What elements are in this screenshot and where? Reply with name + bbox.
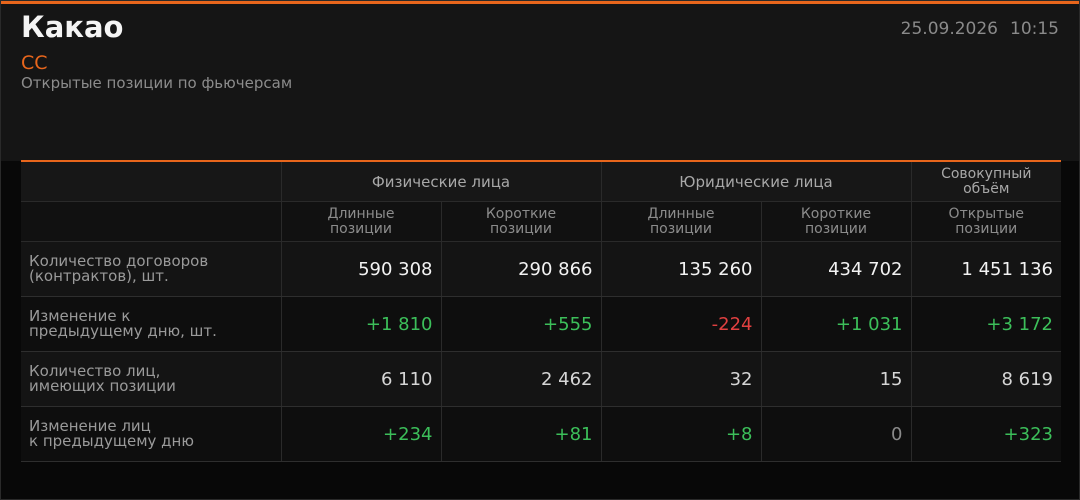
text-line: позиции [650, 220, 712, 237]
text-line: Короткие [800, 205, 872, 222]
text-line: позиции [330, 220, 392, 237]
column-header: Длинные позиции [281, 201, 442, 242]
data-row: Изменение к предыдущему дню, шт. +1 810 +55… [21, 296, 1061, 352]
text-line: к предыдущему дню [29, 432, 194, 450]
cell: 32 [601, 351, 762, 407]
cell: +1 810 [281, 296, 442, 352]
ticker-code: CC [21, 52, 48, 74]
data-row: Количество договоров (контрактов), шт. 590… [21, 241, 1061, 297]
text-line: Длинные [647, 205, 715, 222]
cell: +1 031 [761, 296, 912, 352]
column-header: Короткие позиции [761, 201, 912, 242]
cell: 135 260 [601, 241, 762, 297]
positions-table: Физические лица Юридические лица Совокупны… [21, 160, 1061, 462]
row-label: Количество договоров (контрактов), шт. [21, 241, 282, 297]
header: Какао CC Открытые позиции по фьючерсам 2… [1, 4, 1079, 161]
group-header: Физические лица [281, 161, 602, 202]
data-row: Количество лиц, имеющих позиции 6 110 2 462… [21, 351, 1061, 407]
text-line: позиции [805, 220, 867, 237]
text-line: Юридические лица [679, 172, 833, 191]
text-line: Открытые [948, 205, 1024, 222]
subtitle: Открытые позиции по фьючерсам [21, 74, 293, 92]
text-line: Короткие [485, 205, 557, 222]
group-header: Юридические лица [601, 161, 912, 202]
cell: 8 619 [911, 351, 1061, 407]
cell: 6 110 [281, 351, 442, 407]
column-header: Длинные позиции [601, 201, 762, 242]
text-line: Количество лиц, [29, 362, 161, 380]
time: 10:15 [1010, 19, 1059, 39]
corner-cell [21, 161, 282, 202]
cell: +8 [601, 406, 762, 462]
text-line: Совокупный [941, 165, 1032, 182]
cell: +555 [441, 296, 602, 352]
cell: 590 308 [281, 241, 442, 297]
text-line: (контрактов), шт. [29, 267, 169, 285]
text-line: Физические лица [371, 172, 511, 191]
text-line: Изменение к [29, 307, 131, 325]
cell: +323 [911, 406, 1061, 462]
row-label: Изменение к предыдущему дню, шт. [21, 296, 282, 352]
cell: 15 [761, 351, 912, 407]
group-header: Совокупный объём [911, 161, 1061, 202]
cell: 1 451 136 [911, 241, 1061, 297]
column-header: Открытые позиции [911, 201, 1061, 242]
corner-cell [21, 201, 282, 242]
cell: 0 [761, 406, 912, 462]
title: Какао [21, 10, 124, 44]
text-line: Длинные [327, 205, 395, 222]
group-header-row: Физические лица Юридические лица Совокупны… [21, 161, 1061, 202]
date: 25.09.2026 [900, 19, 998, 39]
text-line: предыдущему дню, шт. [29, 322, 217, 340]
text-line: Количество договоров [29, 252, 209, 270]
cell: +3 172 [911, 296, 1061, 352]
text-line: позиции [955, 220, 1018, 237]
cell: -224 [601, 296, 762, 352]
cell: 434 702 [761, 241, 912, 297]
text-line: позиции [490, 220, 552, 237]
text-line: объём [963, 180, 1010, 197]
cell: 2 462 [441, 351, 602, 407]
column-header: Короткие позиции [441, 201, 602, 242]
cell: 290 866 [441, 241, 602, 297]
row-label: Изменение лиц к предыдущему дню [21, 406, 282, 462]
row-label: Количество лиц, имеющих позиции [21, 351, 282, 407]
data-row: Изменение лиц к предыдущему дню +234 +81 +8 0… [21, 406, 1061, 462]
accent-bar [1, 1, 1079, 4]
timestamp: 25.09.2026 10:15 [901, 19, 1059, 39]
column-header-row: Длинные позиции Короткие позиции Длинные пози… [21, 201, 1061, 242]
text-line: имеющих позиции [29, 377, 176, 395]
text-line: Изменение лиц [29, 417, 151, 435]
cell: +234 [281, 406, 442, 462]
cell: +81 [441, 406, 602, 462]
